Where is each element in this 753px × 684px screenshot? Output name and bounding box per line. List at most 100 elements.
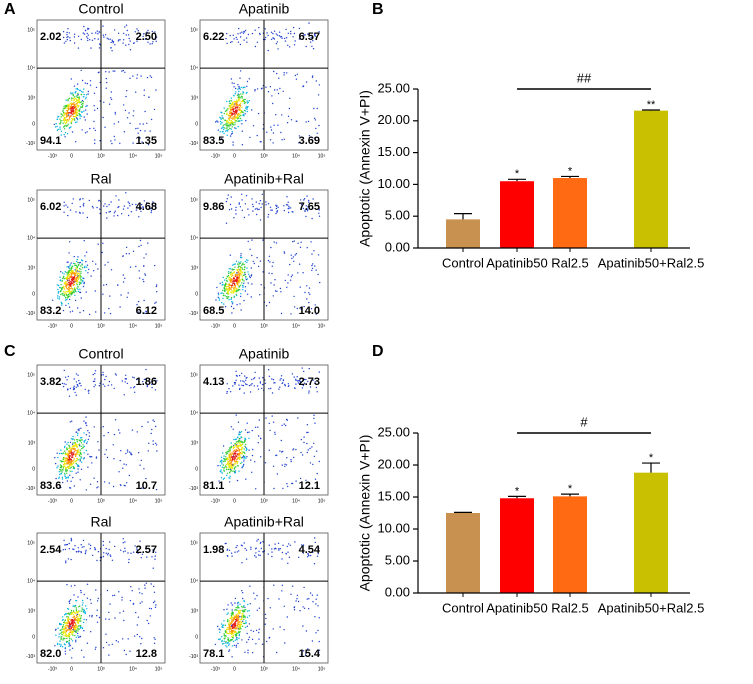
flow-y-tick-label: 10⁵ [27,28,35,34]
flow-dot [93,270,95,272]
flow-dot [226,383,228,385]
flow-dot [73,620,75,622]
flow-dot [228,456,230,458]
flow-dot [61,631,63,633]
flow-dot [245,443,247,446]
flow-dot [287,562,289,564]
flow-dot [68,600,71,602]
flow-dot [141,637,143,640]
flow-dot [79,211,81,214]
flow-dot [225,121,228,123]
flow-dot [82,102,84,105]
flow-dot [77,35,80,37]
flow-x-tick-label: 0 [233,498,236,504]
flow-dot [268,255,271,257]
flow-x-tick-label: 0 [233,666,236,672]
flow-dot [65,453,67,456]
flow-dot [284,465,286,467]
flow-dot [228,449,230,451]
flow-dot [256,41,259,43]
flow-dot [66,452,68,454]
flow-dot [254,598,256,600]
flow-dot [239,267,241,269]
flow-dot [68,627,70,629]
flow-dot [87,438,90,441]
flow-dot [226,646,228,648]
flow-dot [99,208,101,210]
flow-dot [237,114,239,116]
flow-dot [78,636,80,638]
flow-dot [128,202,131,205]
flow-dot [77,616,79,618]
flow-dot [143,468,145,470]
flow-dot [261,643,264,645]
flow-dot [240,95,243,98]
flow-dot [110,384,113,386]
flow-dot [155,551,157,553]
flow-dot [76,445,78,447]
flow-dot [81,129,83,131]
flow-dot [245,379,247,381]
flow-dot [247,101,249,104]
flow-dot [235,209,237,211]
flow-dot [120,484,122,487]
flow-dot [65,631,68,633]
flow-dot [254,555,256,557]
flow-dot [67,612,70,614]
flow-dot [97,38,100,40]
flow-dot [238,470,240,472]
flow-dot [72,442,74,444]
flow-dot [234,103,237,105]
flow-dot [112,485,115,488]
flow-dot [67,375,70,378]
flow-dot [76,104,79,106]
flow-dot [95,86,98,89]
flow-dot [273,30,276,32]
flow-dot [73,36,76,38]
flow-y-tick-label: 10⁴ [27,235,35,241]
flow-dot [312,551,314,553]
flow-dot [255,556,257,558]
flow-dot [98,616,101,619]
flow-dot [63,107,65,110]
flow-dot [93,92,96,95]
flow-dot [298,38,301,40]
flow-dot [128,112,130,114]
flow-dot [62,109,64,111]
flow-dot [69,629,72,631]
flow-dot [259,141,261,143]
flow-dot [142,123,144,125]
flow-dot [223,640,225,642]
flow-dot [68,613,71,616]
flow-dot [127,207,129,209]
flow-dot [217,129,220,131]
flow-x-tick-label: -10³ [48,498,57,504]
flow-dot [74,391,76,394]
flow-dot [62,639,64,641]
flow-dot [223,637,225,640]
flow-dot [150,76,153,79]
flow-dot [63,42,66,44]
flow-dot [76,450,78,452]
flow-dot [242,451,244,453]
flow-dot [126,29,128,32]
flow-dot [117,641,120,643]
flow-dot [80,297,82,299]
flow-dot [122,208,125,210]
flow-dot [256,134,258,137]
flow-dot [287,383,290,385]
flow-dot [150,211,152,214]
flow-dot [77,256,79,258]
flow-dot [84,612,87,615]
flow-dot [64,293,66,295]
quadrant-value: 4.68 [136,201,157,213]
flow-dot [245,626,247,629]
flow-dot [125,44,127,46]
flow-dot [244,290,247,292]
flow-dot [242,286,244,288]
flow-dot [64,469,67,471]
flow-dot [283,37,286,40]
flow-dot [265,201,267,203]
flow-dot [312,48,315,50]
flow-dot [235,374,238,377]
